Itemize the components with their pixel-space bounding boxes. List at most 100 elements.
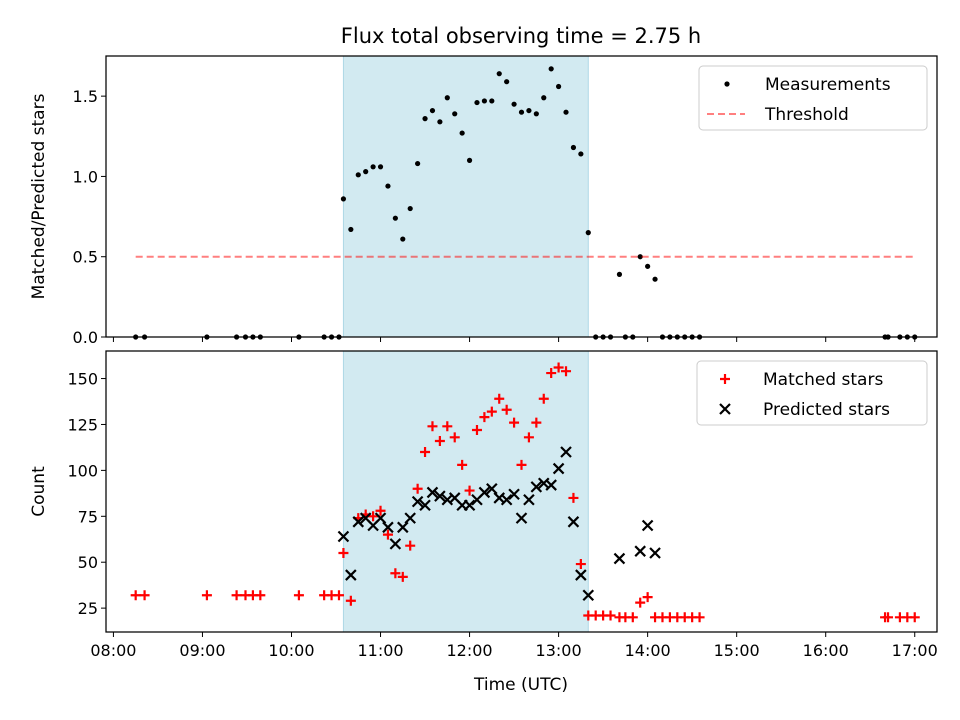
y-tick-label: 125 bbox=[67, 415, 98, 434]
predicted-stars-point bbox=[397, 521, 409, 534]
top-y-axis-label: Matched/Predicted stars bbox=[29, 93, 49, 299]
matched-stars-point bbox=[561, 366, 572, 377]
y-tick-label: 50 bbox=[78, 553, 98, 572]
predicted-stars-point bbox=[649, 547, 661, 559]
measurement-point bbox=[385, 183, 391, 189]
measurement-point bbox=[370, 164, 376, 170]
predicted-stars-point bbox=[374, 512, 387, 524]
y-tick-label: 150 bbox=[67, 370, 98, 389]
legend-measurement-marker bbox=[724, 81, 730, 87]
matched-stars-point bbox=[333, 590, 344, 601]
x-axis-label: Time (UTC) bbox=[473, 675, 568, 695]
measurement-point bbox=[355, 172, 361, 178]
matched-stars-point bbox=[293, 590, 304, 601]
measurement-point bbox=[511, 101, 517, 107]
measurement-point bbox=[400, 236, 406, 242]
matched-stars-point bbox=[464, 485, 475, 496]
matched-stars-point bbox=[909, 612, 920, 623]
matched-stars-point bbox=[427, 421, 438, 432]
predicted-stars-point bbox=[382, 521, 394, 534]
matched-stars-point bbox=[345, 595, 356, 606]
matched-stars-point bbox=[397, 571, 408, 582]
x-tick-label: 10:00 bbox=[268, 641, 314, 660]
y-tick-label: 0.5 bbox=[73, 248, 98, 267]
predicted-stars-point bbox=[337, 530, 350, 543]
matched-stars-point bbox=[575, 559, 586, 570]
predicted-stars-point bbox=[582, 589, 595, 602]
legend-label: Measurements bbox=[765, 75, 891, 95]
predicted-stars-point bbox=[352, 516, 365, 528]
measurement-point bbox=[548, 66, 554, 72]
measurement-point bbox=[459, 130, 465, 136]
matched-stars-point bbox=[627, 612, 638, 623]
x-tick-label: 14:00 bbox=[625, 641, 671, 660]
measurement-point bbox=[533, 111, 539, 117]
matched-stars-point bbox=[449, 432, 460, 443]
predicted-stars-point bbox=[530, 481, 543, 493]
predicted-stars-point bbox=[419, 499, 431, 512]
matched-stars-point bbox=[442, 421, 453, 432]
bottom-y-axis: 25 50 75 100 125 150 bbox=[67, 370, 106, 618]
chart-title: Flux total observing time = 2.75 h bbox=[341, 24, 701, 48]
top-legend: Measurements Threshold bbox=[698, 65, 928, 131]
matched-stars-point bbox=[368, 511, 379, 522]
panel-top: 0.0 0.5 1.0 1.5 Matched/Predicted stars Mea… bbox=[29, 55, 938, 347]
predicted-stars-point bbox=[560, 446, 572, 458]
x-tick-label: 08:00 bbox=[90, 641, 136, 660]
y-tick-label: 0.0 bbox=[73, 328, 98, 347]
matched-stars-point bbox=[479, 412, 490, 423]
y-tick-label: 1.0 bbox=[73, 167, 98, 186]
predicted-stars-point bbox=[486, 482, 498, 495]
observing-window-shade bbox=[342, 55, 589, 338]
predicted-stars-point bbox=[552, 462, 565, 475]
measurement-point bbox=[363, 169, 369, 175]
matched-stars-point bbox=[494, 393, 505, 404]
bottom-legend: Matched stars Predicted stars bbox=[696, 360, 928, 426]
matched-stars-point bbox=[553, 362, 564, 373]
predicted-stars-point bbox=[523, 493, 535, 506]
matched-stars-point bbox=[231, 590, 242, 601]
measurement-point bbox=[348, 226, 354, 233]
measurement-point bbox=[645, 263, 651, 269]
matched-stars-point bbox=[338, 548, 349, 559]
matched-stars-point bbox=[405, 540, 416, 551]
x-tick-label: 11:00 bbox=[357, 641, 403, 660]
x-tick-label: 16:00 bbox=[803, 641, 849, 660]
y-tick-label: 75 bbox=[78, 507, 98, 526]
y-tick-label: 25 bbox=[78, 599, 98, 618]
predicted-stars-point bbox=[575, 569, 587, 581]
measurement-point bbox=[518, 109, 525, 115]
matched-stars-point bbox=[375, 505, 386, 516]
predicted-stars-point bbox=[567, 516, 580, 528]
predicted-stars-point bbox=[508, 488, 520, 501]
matched-stars-point bbox=[635, 597, 646, 608]
predicted-stars-point bbox=[641, 519, 654, 532]
matched-stars-point bbox=[486, 406, 497, 417]
matched-stars-point bbox=[546, 368, 557, 379]
predicted-stars-point bbox=[613, 552, 626, 565]
predicted-stars-point bbox=[426, 486, 439, 499]
predicted-stars-point bbox=[478, 486, 491, 499]
measurement-point bbox=[481, 98, 488, 104]
x-tick-label: 17:00 bbox=[892, 641, 938, 660]
measurement-point bbox=[555, 83, 562, 90]
matched-stars-point bbox=[434, 435, 445, 446]
measurement-point bbox=[526, 107, 532, 114]
predicted-stars-point bbox=[434, 490, 446, 502]
matched-stars-point bbox=[531, 417, 542, 428]
matched-stars-point bbox=[509, 417, 520, 428]
bottom-x-axis: 08:00 09:00 10:00 11:00 12:00 13:00 14:00 15:00… bbox=[90, 632, 938, 660]
measurement-point bbox=[637, 254, 643, 260]
measurement-point bbox=[466, 157, 473, 163]
legend-predicted-marker bbox=[719, 403, 731, 415]
x-tick-label: 13:00 bbox=[536, 641, 582, 660]
matched-stars-point bbox=[568, 492, 579, 503]
matched-stars-point bbox=[139, 590, 150, 601]
top-axes-frame bbox=[105, 55, 938, 338]
matched-stars-point bbox=[538, 393, 549, 404]
predicted-stars-point bbox=[500, 493, 513, 506]
predicted-stars-point bbox=[463, 499, 476, 512]
x-tick-label: 09:00 bbox=[179, 641, 225, 660]
predicted-stars-point bbox=[404, 512, 416, 524]
panel-bottom: 25 50 75 100 125 150 08:00 09:00 10:00 11:00 12:0… bbox=[29, 350, 938, 695]
